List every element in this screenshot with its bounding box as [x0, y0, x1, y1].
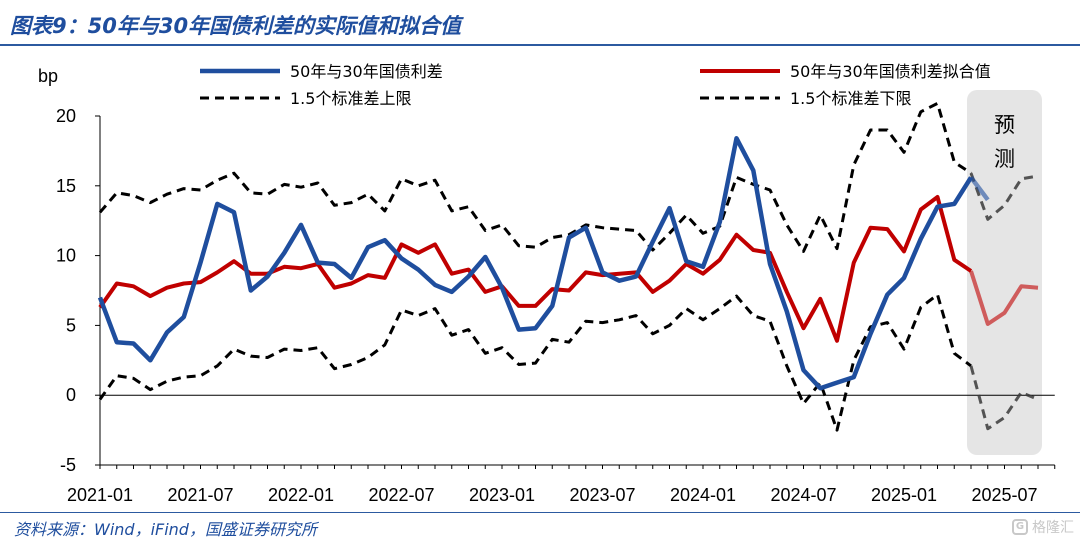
y-tick-label: 20	[56, 106, 76, 126]
y-tick-label: 15	[56, 176, 76, 196]
series-line-band-forecast	[969, 172, 1039, 221]
x-tick-label: 2021-01	[67, 485, 133, 505]
legend-label: 1.5个标准差下限	[790, 89, 911, 108]
chart-series	[97, 101, 1039, 432]
line-chart: -5 0 5 10 15 20 2021-01 2021-07 2022-01 2022-07 20…	[38, 62, 1056, 505]
x-tick-label: 2023-01	[469, 485, 535, 505]
series-line-band-forecast	[969, 365, 1039, 431]
forecast-label-char-2: 测	[994, 147, 1015, 171]
y-tick-label: 10	[56, 246, 76, 266]
x-tick-label: 2023-07	[569, 485, 635, 505]
x-tick-label: 2024-07	[770, 485, 836, 505]
x-tick-label: 2024-01	[670, 485, 736, 505]
series-line-actual	[97, 136, 973, 391]
footer-divider	[0, 512, 1080, 513]
x-tick-label: 2021-07	[167, 485, 233, 505]
chart-axes: -5 0 5 10 15 20 2021-01 2021-07 2022-01 2022-07 20…	[56, 106, 1056, 505]
series-line-actual-forecast	[969, 176, 990, 202]
x-tick-label: 2022-01	[268, 485, 334, 505]
x-tick-label: 2025-07	[971, 485, 1037, 505]
series-line-band	[98, 101, 972, 253]
forecast-region	[967, 90, 1042, 455]
y-tick-label: 5	[66, 315, 76, 335]
title-divider	[0, 44, 1080, 46]
watermark: G 格隆汇	[1012, 517, 1074, 537]
chart-title: 图表9：50年与30年国债利差的实际值和拟合值	[10, 14, 462, 38]
legend-label: 50年与30年国债利差拟合值	[790, 62, 991, 81]
x-tick-label: 2025-01	[871, 485, 937, 505]
series-line-band	[98, 293, 972, 432]
y-tick-label: -5	[60, 455, 76, 475]
source-note: 资料来源：Wind，iFind，国盛证券研究所	[14, 520, 317, 539]
legend-label: 1.5个标准差上限	[290, 89, 411, 108]
y-tick-label: 0	[66, 385, 76, 405]
x-tick-label: 2022-07	[368, 485, 434, 505]
forecast-label-char-1: 预	[994, 113, 1015, 137]
watermark-logo-icon: G	[1012, 519, 1028, 535]
series-line-fitted-forecast	[969, 270, 1039, 326]
chart-legend: 50年与30年国债利差 50年与30年国债利差拟合值 1.5个标准差上限 1.5个标准…	[200, 62, 991, 108]
legend-label: 50年与30年国债利差	[290, 62, 443, 81]
series-line-fitted	[98, 195, 973, 343]
watermark-text: 格隆汇	[1032, 520, 1074, 536]
y-axis-unit: bp	[38, 66, 58, 86]
